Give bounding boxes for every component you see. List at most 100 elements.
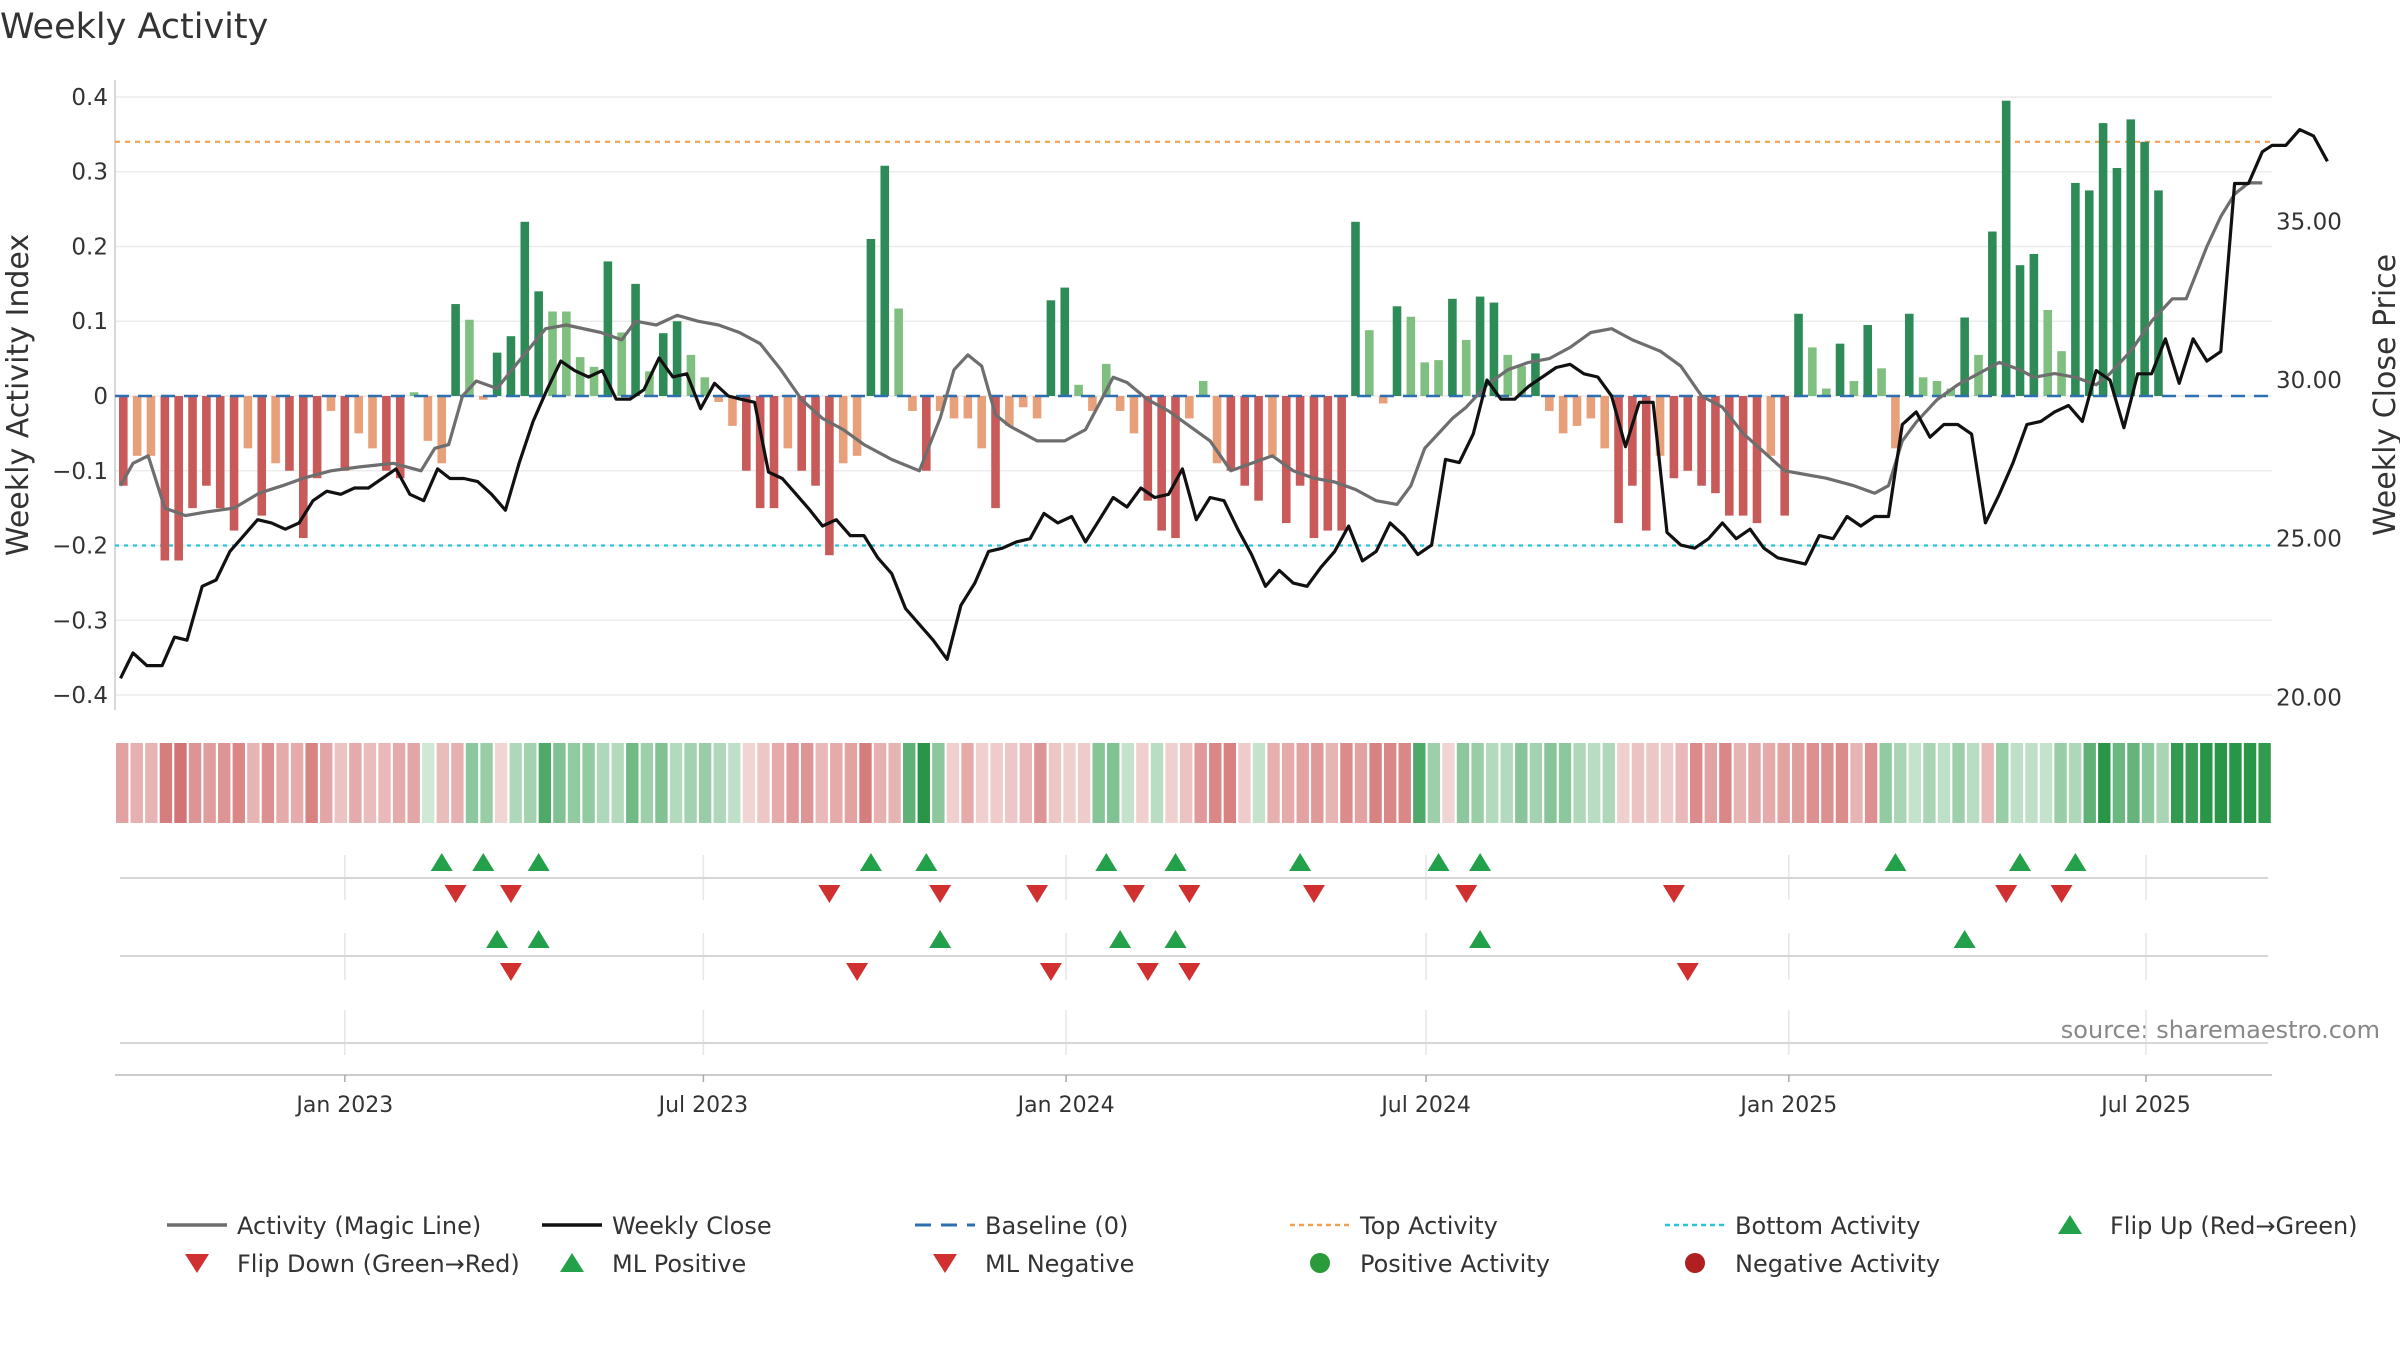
- activity-bar: [617, 332, 627, 396]
- activity-strip-cell: [1879, 743, 1892, 823]
- activity-bar: [492, 352, 502, 396]
- activity-bar: [520, 221, 530, 396]
- activity-strip-cell: [1617, 743, 1630, 823]
- activity-bar: [1711, 396, 1720, 494]
- activity-strip-cell: [990, 743, 1003, 823]
- activity-bar: [1281, 396, 1291, 524]
- activity-bar: [312, 396, 322, 479]
- activity-bar: [1600, 396, 1609, 449]
- flip-up-marker: [1469, 930, 1492, 948]
- activity-strip-cell: [1675, 743, 1688, 823]
- activity-bar: [1683, 396, 1693, 471]
- activity-bar: [1946, 388, 1956, 396]
- magic-line-series: [119, 181, 2263, 518]
- activity-bar: [769, 396, 779, 509]
- activity-strip-cell: [626, 743, 639, 823]
- activity-strip-cell: [1748, 743, 1761, 823]
- activity-bar: [1295, 396, 1305, 486]
- activity-bar: [1406, 316, 1416, 396]
- activity-bar: [1724, 396, 1734, 516]
- activity-bar: [202, 396, 211, 486]
- activity-strip-cell: [378, 743, 391, 823]
- activity-bar: [1545, 396, 1554, 411]
- activity-strip-cell: [1252, 743, 1266, 823]
- chart-title: Weekly Activity: [0, 7, 268, 47]
- activity-bar: [852, 396, 862, 456]
- activity-strip-cell: [1966, 743, 1980, 823]
- y-tick-label: −0.3: [52, 608, 108, 634]
- activity-bar: [1932, 381, 1942, 396]
- activity-bar: [395, 396, 405, 479]
- flip-down-marker: [818, 885, 841, 903]
- flip-down-marker: [1676, 963, 1699, 981]
- activity-bar: [1655, 396, 1665, 456]
- activity-bar: [1835, 343, 1845, 396]
- activity-bar: [631, 283, 640, 396]
- activity-bar: [1808, 347, 1817, 396]
- activity-strip-cell: [1325, 743, 1339, 823]
- activity-bar: [1337, 396, 1346, 531]
- activity-strip-cell: [1194, 743, 1207, 823]
- legend[interactable]: Activity (Magic Line) Weekly Close Baselin…: [167, 1212, 2358, 1278]
- activity-bar: [174, 396, 183, 561]
- activity-bar: [672, 321, 682, 396]
- flip-up-marker: [1953, 930, 1976, 948]
- legend-label: Bottom Activity: [1735, 1212, 1920, 1240]
- activity-strip-cell: [1077, 743, 1091, 823]
- activity-bar: [188, 396, 197, 509]
- activity-strip-cell: [1413, 743, 1426, 823]
- activity-strip-cell: [2098, 743, 2111, 823]
- activity-strip-cell: [2112, 743, 2126, 823]
- legend-label: Positive Activity: [1360, 1250, 1550, 1278]
- x-tick-label: Jul 2023: [657, 1093, 749, 1118]
- flip-down-marker: [2050, 885, 2073, 903]
- activity-strip-cell: [1646, 743, 1659, 823]
- activity-strip-cell: [815, 743, 828, 823]
- activity-strip-cell: [1733, 743, 1747, 823]
- activity-strip-cell: [232, 743, 245, 823]
- activity-strip-cell: [1806, 743, 1819, 823]
- activity-strip-cell: [2083, 743, 2096, 823]
- activity-strip-cell: [1019, 743, 1032, 823]
- flip-down-marker: [1178, 885, 1201, 903]
- activity-strip-cell: [873, 743, 887, 823]
- legend-swatch-triangle-down: [933, 1254, 957, 1273]
- activity-bar: [1738, 396, 1748, 516]
- activity-strip-cell: [407, 743, 420, 823]
- activity-strip-cell: [1792, 743, 1805, 823]
- activity-strip-cell: [218, 743, 231, 823]
- activity-bar: [1115, 396, 1125, 411]
- activity-bar: [1669, 396, 1679, 479]
- activity-bar: [783, 396, 793, 449]
- activity-strip-cell: [2025, 743, 2038, 823]
- activity-strip-cell: [538, 743, 552, 823]
- activity-bar: [298, 396, 308, 539]
- y-axis-label: Weekly Activity Index: [1, 234, 36, 556]
- activity-strip-cell: [2170, 743, 2184, 823]
- activity-strip-cell: [1981, 743, 1994, 823]
- flip-up-marker: [1427, 853, 1450, 871]
- flip-down-marker: [1039, 963, 1062, 981]
- x-tick-label: Jan 2025: [1738, 1093, 1837, 1118]
- activity-bar: [229, 396, 239, 531]
- activity-bar: [880, 165, 890, 396]
- flip-up-marker: [527, 930, 550, 948]
- activity-strip-cell: [1821, 743, 1834, 823]
- activity-bar: [1365, 330, 1374, 396]
- activity-bar: [700, 377, 710, 396]
- activity-strip-cell: [494, 743, 508, 823]
- activity-bar: [423, 396, 433, 441]
- activity-bar: [1268, 396, 1277, 456]
- activity-strip-cell: [1340, 743, 1353, 823]
- activity-bar: [1226, 396, 1236, 471]
- activity-bar: [1891, 396, 1900, 449]
- activity-bar: [1558, 396, 1568, 434]
- activity-strip-cell: [247, 743, 260, 823]
- activity-strip-cell: [305, 743, 318, 823]
- activity-bar: [215, 396, 225, 509]
- activity-bar: [340, 396, 350, 471]
- activity-bar: [1378, 396, 1388, 404]
- activity-strip-cell: [1005, 743, 1018, 823]
- activity-strip-cell: [1602, 743, 1615, 823]
- activity-bar: [1046, 300, 1056, 396]
